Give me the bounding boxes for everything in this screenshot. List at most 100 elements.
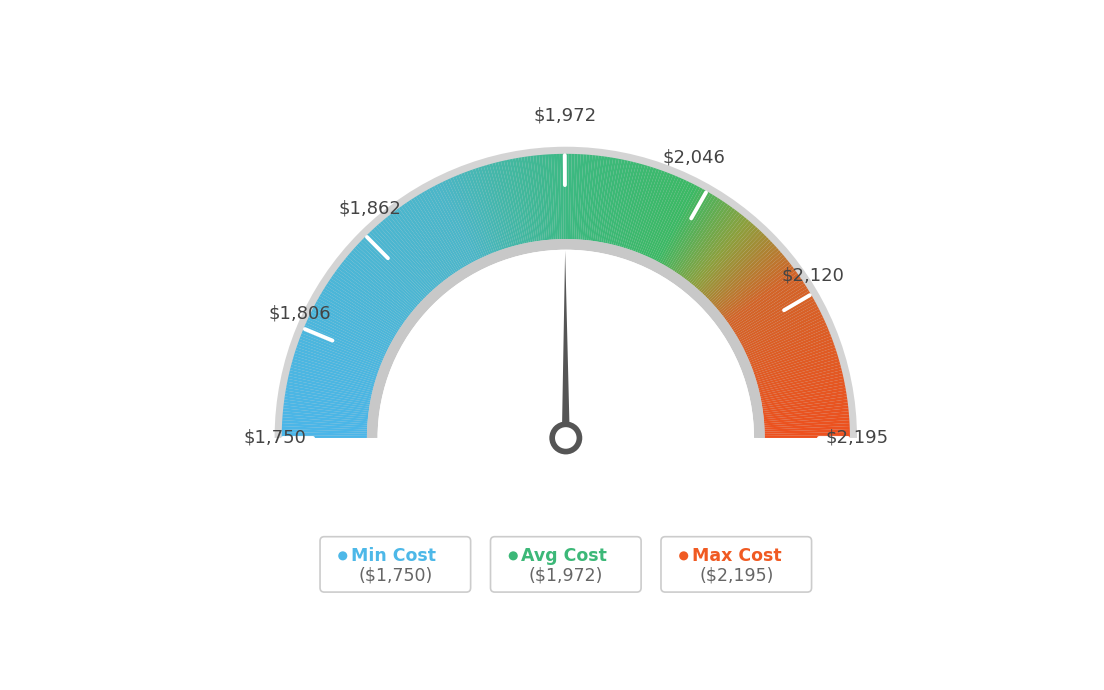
Wedge shape [530, 156, 543, 241]
Wedge shape [724, 266, 794, 319]
Text: $2,120: $2,120 [782, 266, 845, 284]
Wedge shape [380, 221, 437, 288]
Wedge shape [464, 172, 497, 253]
Wedge shape [574, 154, 581, 239]
Wedge shape [648, 179, 687, 258]
Wedge shape [401, 205, 453, 276]
Wedge shape [763, 402, 848, 415]
Wedge shape [533, 155, 545, 240]
Wedge shape [669, 195, 715, 269]
Wedge shape [336, 268, 406, 321]
Wedge shape [758, 370, 842, 393]
Wedge shape [756, 356, 839, 382]
Wedge shape [503, 160, 524, 244]
Wedge shape [306, 319, 385, 357]
Wedge shape [758, 364, 841, 388]
Wedge shape [615, 163, 639, 246]
Wedge shape [426, 189, 470, 265]
Wedge shape [519, 157, 534, 242]
Wedge shape [712, 246, 777, 305]
Wedge shape [406, 201, 456, 273]
Wedge shape [603, 159, 622, 243]
Wedge shape [686, 212, 740, 281]
Wedge shape [723, 264, 792, 317]
Wedge shape [735, 288, 809, 335]
Wedge shape [453, 176, 489, 255]
Wedge shape [643, 176, 679, 255]
Circle shape [555, 427, 576, 449]
Wedge shape [299, 336, 380, 368]
Wedge shape [512, 158, 531, 243]
Wedge shape [367, 233, 428, 296]
Wedge shape [737, 293, 811, 339]
Wedge shape [593, 157, 607, 241]
Wedge shape [288, 373, 372, 395]
Wedge shape [344, 257, 413, 313]
Wedge shape [498, 161, 520, 245]
Wedge shape [605, 159, 625, 244]
Wedge shape [698, 225, 756, 290]
Wedge shape [418, 193, 465, 268]
Wedge shape [743, 309, 820, 350]
Wedge shape [382, 219, 439, 286]
Wedge shape [741, 304, 818, 346]
Wedge shape [314, 304, 391, 346]
Wedge shape [624, 166, 650, 248]
Wedge shape [478, 167, 507, 249]
Wedge shape [755, 353, 838, 380]
Wedge shape [539, 155, 549, 240]
Wedge shape [282, 420, 368, 428]
Wedge shape [294, 353, 376, 380]
Wedge shape [285, 397, 369, 411]
Wedge shape [764, 423, 850, 430]
Wedge shape [736, 290, 810, 337]
Wedge shape [357, 244, 421, 304]
Wedge shape [326, 283, 399, 331]
Wedge shape [432, 186, 474, 263]
Wedge shape [660, 188, 702, 264]
Wedge shape [516, 158, 532, 242]
Text: Avg Cost: Avg Cost [521, 547, 607, 565]
Wedge shape [481, 166, 508, 248]
Text: Min Cost: Min Cost [351, 547, 436, 565]
Text: Max Cost: Max Cost [692, 547, 782, 565]
Wedge shape [359, 241, 422, 302]
Wedge shape [567, 154, 572, 239]
Wedge shape [296, 347, 378, 377]
Wedge shape [750, 328, 829, 363]
Wedge shape [284, 405, 369, 417]
Wedge shape [563, 154, 565, 239]
Wedge shape [331, 276, 403, 326]
Wedge shape [469, 170, 500, 251]
Wedge shape [584, 155, 595, 240]
Wedge shape [765, 429, 850, 434]
Wedge shape [637, 172, 670, 253]
Wedge shape [761, 385, 846, 403]
Wedge shape [312, 306, 390, 348]
Wedge shape [650, 181, 690, 259]
Wedge shape [338, 266, 407, 319]
Wedge shape [725, 268, 796, 321]
Wedge shape [302, 328, 382, 363]
Wedge shape [722, 262, 790, 316]
Wedge shape [739, 296, 814, 340]
Wedge shape [282, 432, 367, 436]
Wedge shape [282, 426, 368, 432]
Wedge shape [283, 417, 368, 426]
Wedge shape [322, 288, 396, 335]
Wedge shape [341, 262, 410, 316]
Wedge shape [378, 250, 754, 438]
Wedge shape [583, 155, 593, 240]
Wedge shape [765, 432, 850, 436]
Wedge shape [716, 253, 783, 310]
Wedge shape [607, 160, 628, 244]
Wedge shape [291, 362, 374, 386]
Wedge shape [753, 342, 835, 373]
Wedge shape [694, 221, 752, 288]
Polygon shape [562, 250, 570, 438]
Wedge shape [456, 175, 490, 255]
Wedge shape [411, 198, 459, 271]
Wedge shape [645, 177, 681, 256]
Wedge shape [711, 244, 775, 304]
Wedge shape [622, 165, 648, 248]
